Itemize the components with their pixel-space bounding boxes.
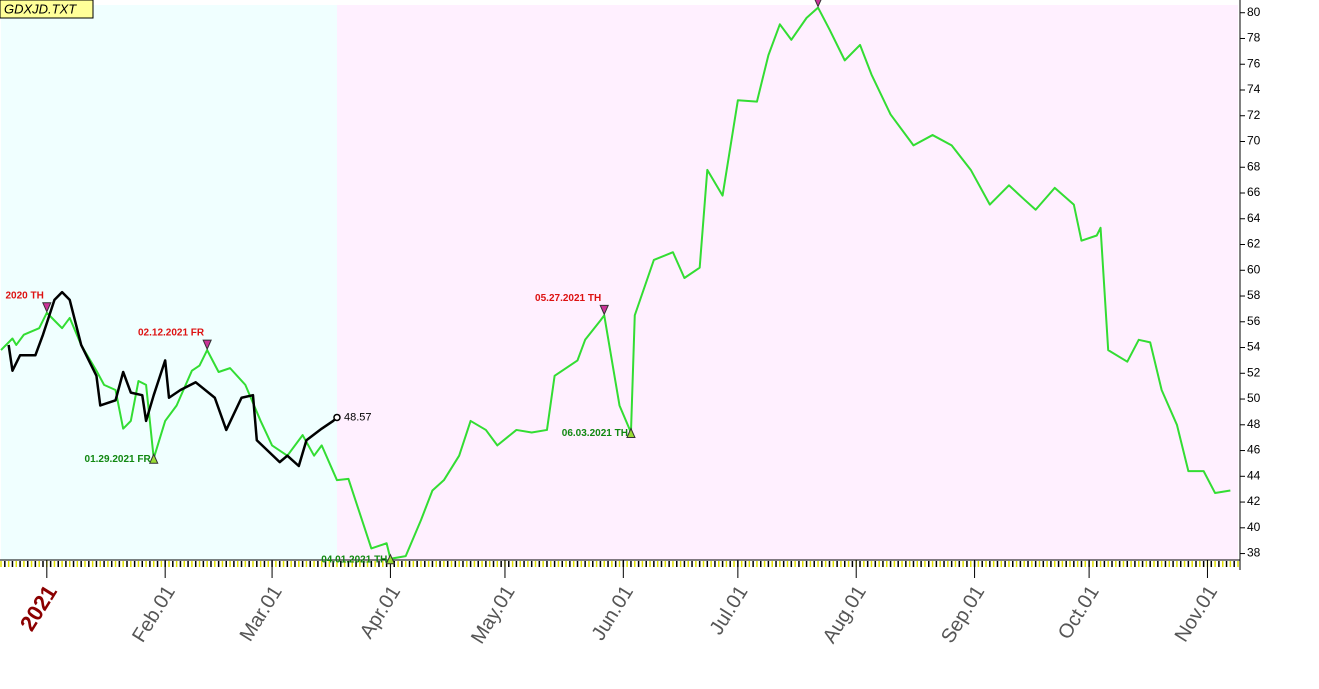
y-tick-label: 56 [1247, 314, 1261, 328]
last-value-marker [333, 413, 341, 422]
peak-marker [202, 339, 212, 351]
y-tick-label: 46 [1247, 443, 1261, 457]
y-tick-label: 50 [1247, 391, 1261, 405]
annotation-label: 02.12.2021 FR [138, 328, 205, 339]
last-value-label: 48.57 [344, 411, 372, 423]
peak-marker [599, 304, 609, 316]
y-tick-label: 66 [1247, 185, 1261, 199]
series-line [0, 6, 1231, 560]
y-tick-label: 48 [1247, 417, 1261, 431]
y-tick-label: 76 [1247, 56, 1261, 70]
chart-title: GDXJD.TXT [4, 1, 77, 16]
y-tick-label: 44 [1247, 468, 1261, 482]
trough-marker [148, 453, 159, 464]
y-tick-label: 74 [1247, 82, 1261, 96]
trough-marker [626, 427, 636, 439]
title-box [0, 0, 94, 19]
peak-marker [814, 0, 822, 8]
y-tick-label: 70 [1247, 134, 1261, 148]
plot-background [1, 5, 1238, 560]
peak-marker [42, 302, 52, 313]
background-region [336, 5, 1238, 560]
annotation-label: 05.27.2021 TH [535, 293, 601, 304]
annotation-label: 04.01.2021 TH [321, 554, 387, 565]
y-tick-label: 54 [1247, 340, 1261, 354]
y-tick-label: 40 [1247, 520, 1261, 534]
y-tick-label: 80 [1247, 5, 1261, 19]
y-tick-label: 72 [1247, 108, 1261, 122]
y-tick-label: 58 [1247, 288, 1261, 302]
y-tick-label: 78 [1247, 31, 1261, 45]
y-tick-label: 64 [1247, 211, 1261, 225]
annotation-label: 06.03.2021 TH [562, 428, 628, 439]
y-tick-label: 68 [1247, 159, 1261, 173]
y-tick-label: 52 [1247, 365, 1261, 379]
y-tick-label: 62 [1247, 237, 1261, 251]
series-line [7, 290, 338, 468]
y-tick-label: 42 [1247, 494, 1261, 508]
annotation-label: 01.29.2021 FR [85, 454, 152, 465]
y-tick-label: 60 [1247, 262, 1261, 276]
trough-marker [385, 553, 396, 565]
background-region [1, 5, 337, 560]
y-tick-label: 38 [1247, 546, 1261, 560]
annotation-label: 2020 TH [5, 290, 43, 301]
